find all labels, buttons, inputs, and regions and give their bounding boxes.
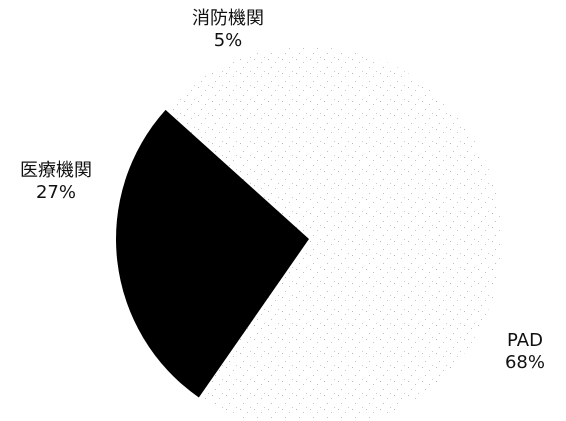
pie-slice-医療機関 (115, 109, 309, 398)
pie-slice-pad (198, 46, 502, 421)
slice-label-fire-department-percent: 5% (213, 30, 243, 51)
pie-slices (115, 46, 502, 421)
pie-slice-消防機関 (165, 71, 309, 240)
slice-label-medical-institution-name: 医療機関 (20, 160, 92, 181)
slice-label-medical-institution-percent: 27% (35, 182, 76, 203)
slice-label-pad: PAD 68% (480, 330, 566, 374)
slice-label-fire-department-name: 消防機関 (192, 8, 264, 29)
slice-label-pad-percent: 68% (504, 352, 545, 373)
slice-label-fire-department: 消防機関 5% (178, 8, 278, 52)
slice-label-medical-institution: 医療機関 27% (6, 160, 106, 204)
slice-label-pad-name: PAD (507, 330, 543, 351)
